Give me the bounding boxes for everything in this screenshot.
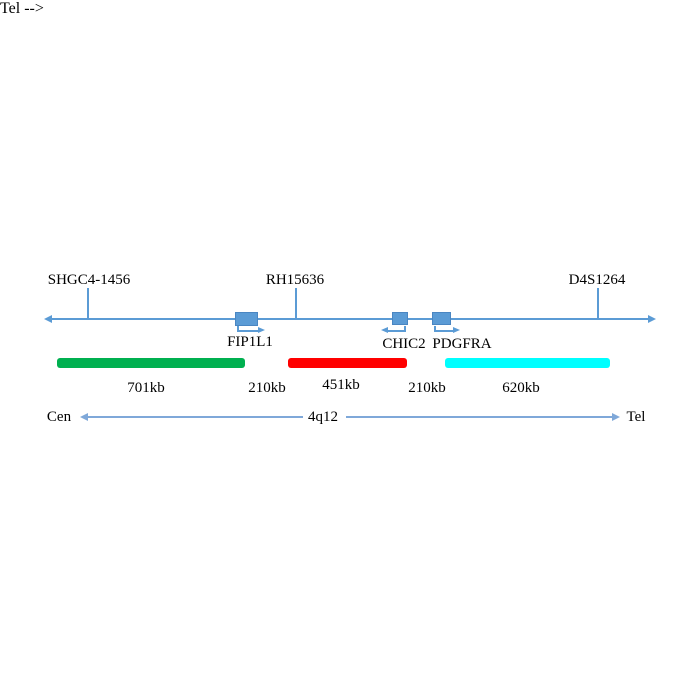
gene-direction-arrowhead-fip1l1-icon — [258, 327, 265, 333]
distance-label-210kb-1: 210kb — [248, 380, 286, 396]
marker-tick-d4s1264 — [597, 288, 599, 319]
gene-box-chic2 — [392, 312, 408, 325]
centromere-label: Cen — [46, 409, 72, 425]
scale-left-arrowhead-icon — [80, 413, 88, 421]
gene-box-pdgfra — [432, 312, 451, 325]
gene-label-fip1l1: FIP1L1 — [227, 334, 273, 350]
chromosome-line-left-arrowhead-icon — [44, 315, 52, 323]
interval-bar-green-701kb — [57, 358, 245, 368]
distance-label-701kb: 701kb — [127, 380, 165, 396]
gene-direction-arrow-fip1l1 — [237, 326, 260, 332]
chromosome-line — [51, 318, 649, 320]
gene-label-pdgfra: PDGFRA — [432, 336, 492, 352]
distance-label-210kb-2: 210kb — [408, 380, 446, 396]
marker-label-d4s1264: D4S1264 — [568, 272, 626, 288]
distance-label-620kb: 620kb — [502, 380, 540, 396]
gene-label-chic2: CHIC2 — [382, 336, 426, 352]
interval-bar-red-451kb — [288, 358, 407, 368]
chromosome-line-right-arrowhead-icon — [648, 315, 656, 323]
gene-direction-arrowhead-pdgfra-icon — [453, 327, 460, 333]
gene-direction-arrow-pdgfra — [434, 326, 455, 332]
gene-direction-arrow-chic2 — [387, 326, 406, 332]
gene-direction-arrowhead-chic2-icon — [381, 327, 388, 333]
marker-tick-shgc4-1456 — [87, 288, 89, 319]
marker-label-rh15636: RH15636 — [265, 272, 325, 288]
scale-line-right-segment — [346, 416, 614, 418]
distance-label-451kb: 451kb — [322, 377, 360, 393]
region-label-4q12: 4q12 — [308, 409, 338, 425]
scale-right-arrowhead-icon — [612, 413, 620, 421]
scale-line-left-segment — [86, 416, 303, 418]
marker-label-shgc4-1456: SHGC4-1456 — [47, 272, 131, 288]
telomere-label: Tel — [626, 409, 646, 425]
interval-bar-cyan-620kb — [445, 358, 610, 368]
marker-tick-rh15636 — [295, 288, 297, 319]
gene-box-fip1l1 — [235, 312, 258, 326]
